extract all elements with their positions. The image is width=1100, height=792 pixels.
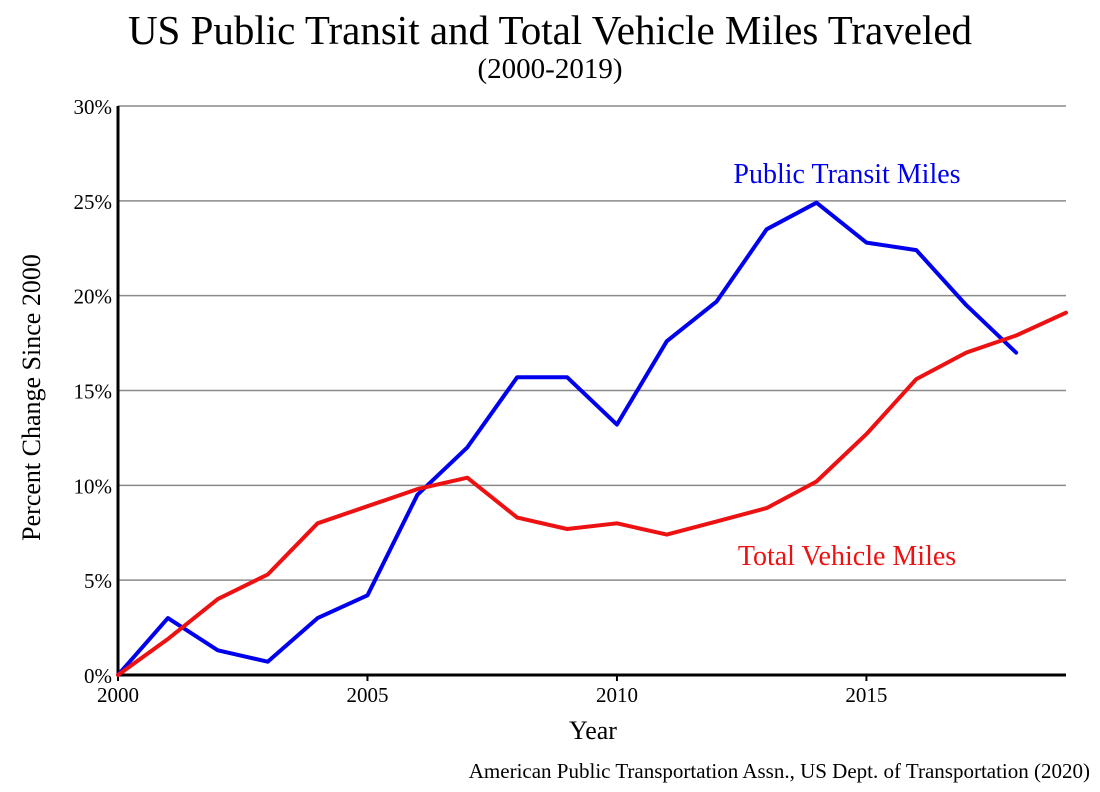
y-tick-label: 0%: [84, 664, 112, 688]
chart-title: US Public Transit and Total Vehicle Mile…: [127, 7, 973, 53]
x-tick-label: 2015: [845, 683, 887, 707]
y-tick-label: 5%: [84, 569, 112, 593]
series-line-total-vehicle: [116, 310, 1068, 677]
y-axis-label: Percent Change Since 2000: [17, 254, 46, 541]
y-axis-ticks: 0% 5% 10% 15% 20% 25% 30%: [74, 95, 113, 688]
x-tick-label: 2010: [596, 683, 638, 707]
axes: [116, 106, 1066, 677]
x-axis-label: Year: [569, 716, 617, 745]
source-note: American Public Transportation Assn., US…: [468, 759, 1090, 783]
y-tick-label: 25%: [74, 190, 113, 214]
y-tick-label: 10%: [74, 474, 113, 498]
series-label-public-transit: Public Transit Miles: [733, 159, 960, 190]
series-line-public-transit: [116, 200, 1019, 677]
y-tick-label: 20%: [74, 285, 113, 309]
x-tick-label: 2005: [346, 683, 388, 707]
y-tick-label: 15%: [74, 380, 113, 404]
chart-subtitle: (2000-2019): [477, 53, 623, 85]
x-axis-ticks: 2000 2005 2010 2015: [97, 675, 887, 707]
y-tick-label: 30%: [74, 95, 113, 119]
x-tick-label: 2000: [97, 683, 139, 707]
series: [116, 200, 1068, 677]
series-label-total-vehicle: Total Vehicle Miles: [738, 541, 956, 572]
